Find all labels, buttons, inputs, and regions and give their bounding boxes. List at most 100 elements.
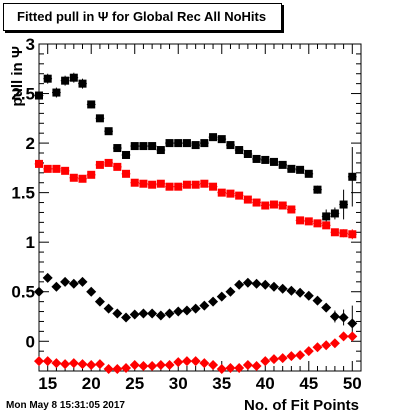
- data-point: [208, 296, 219, 307]
- data-point: [190, 356, 201, 367]
- data-point: [321, 340, 332, 351]
- data-point: [303, 290, 314, 301]
- data-point: [87, 100, 96, 109]
- data-point: [121, 312, 132, 323]
- x-tick-label: 25: [125, 374, 144, 393]
- series-layer: [34, 72, 358, 375]
- data-point: [338, 331, 349, 342]
- data-point: [103, 303, 114, 314]
- data-point: [200, 139, 209, 148]
- data-point: [347, 318, 358, 329]
- data-point: [217, 135, 226, 144]
- y-tick-label: 2.5: [11, 85, 35, 104]
- data-point: [61, 76, 70, 85]
- data-point: [122, 169, 131, 178]
- data-point: [155, 310, 166, 321]
- data-point: [295, 350, 306, 361]
- x-tick-label: 40: [256, 374, 275, 393]
- data-point: [77, 359, 88, 370]
- data-point: [216, 291, 227, 302]
- data-point: [287, 205, 296, 214]
- data-point: [60, 276, 71, 287]
- data-point: [138, 308, 149, 319]
- data-point: [95, 160, 104, 169]
- data-point: [216, 364, 227, 375]
- data-point: [295, 287, 306, 298]
- data-point: [269, 157, 278, 166]
- data-point: [347, 331, 358, 342]
- data-point: [260, 279, 271, 290]
- chart-title: Fitted pull in Ψ for Global Rec All NoHi…: [17, 9, 267, 24]
- data-point: [303, 346, 314, 357]
- data-point: [156, 179, 165, 188]
- data-point: [268, 281, 279, 292]
- data-point: [69, 173, 78, 182]
- data-point: [121, 363, 132, 374]
- data-point: [225, 363, 236, 374]
- data-point: [78, 174, 87, 183]
- data-point: [330, 209, 339, 218]
- data-point: [112, 308, 123, 319]
- data-point: [181, 356, 192, 367]
- data-point: [182, 139, 191, 148]
- y-axis-ticks: 0 0.5 1 1.5 2 2.5 3: [11, 35, 361, 372]
- data-point: [112, 364, 123, 375]
- data-point: [165, 182, 174, 191]
- data-point: [208, 360, 219, 371]
- data-point: [261, 155, 270, 164]
- data-point: [139, 179, 148, 188]
- data-point: [348, 230, 357, 239]
- data-point: [130, 178, 139, 187]
- data-point: [52, 164, 61, 173]
- data-point: [130, 142, 139, 151]
- data-point: [129, 309, 140, 320]
- data-point: [165, 139, 174, 148]
- data-point: [52, 88, 61, 97]
- data-point: [243, 195, 252, 204]
- data-point: [277, 353, 288, 364]
- x-tick-label: 20: [82, 374, 101, 393]
- data-point: [286, 351, 297, 362]
- data-point: [182, 180, 191, 189]
- data-point: [138, 361, 149, 372]
- data-point: [60, 359, 71, 370]
- data-point: [129, 360, 140, 371]
- data-point: [234, 279, 245, 290]
- data-point: [42, 356, 53, 367]
- series-0: [34, 72, 357, 224]
- data-point: [321, 302, 332, 313]
- data-point: [313, 185, 322, 194]
- data-point: [122, 150, 131, 159]
- data-point: [156, 146, 165, 155]
- data-point: [164, 308, 175, 319]
- data-point: [260, 356, 271, 367]
- data-point: [304, 217, 313, 226]
- data-point: [243, 149, 252, 158]
- data-point: [296, 216, 305, 225]
- data-point: [338, 312, 349, 323]
- y-tick-label: 0.5: [11, 283, 35, 302]
- data-point: [94, 359, 105, 370]
- series-3: [34, 331, 358, 375]
- x-tick-label: 35: [212, 374, 231, 393]
- data-point: [313, 219, 322, 228]
- data-point: [209, 182, 218, 191]
- data-point: [339, 200, 348, 209]
- data-point: [252, 154, 261, 163]
- data-point: [103, 364, 114, 375]
- data-point: [51, 358, 62, 369]
- data-point: [234, 363, 245, 374]
- data-point: [35, 91, 43, 100]
- y-tick-label: 2: [26, 134, 35, 153]
- data-point: [104, 158, 113, 167]
- data-point: [78, 79, 87, 88]
- data-point: [173, 306, 184, 317]
- x-tick-label: 15: [38, 374, 57, 393]
- data-point: [94, 296, 105, 307]
- series-1: [34, 158, 357, 240]
- data-point: [251, 278, 262, 289]
- x-axis-title: No. of Fit Points: [244, 397, 359, 414]
- data-point: [339, 229, 348, 238]
- y-tick-label: 1: [26, 233, 35, 252]
- data-point: [278, 201, 287, 210]
